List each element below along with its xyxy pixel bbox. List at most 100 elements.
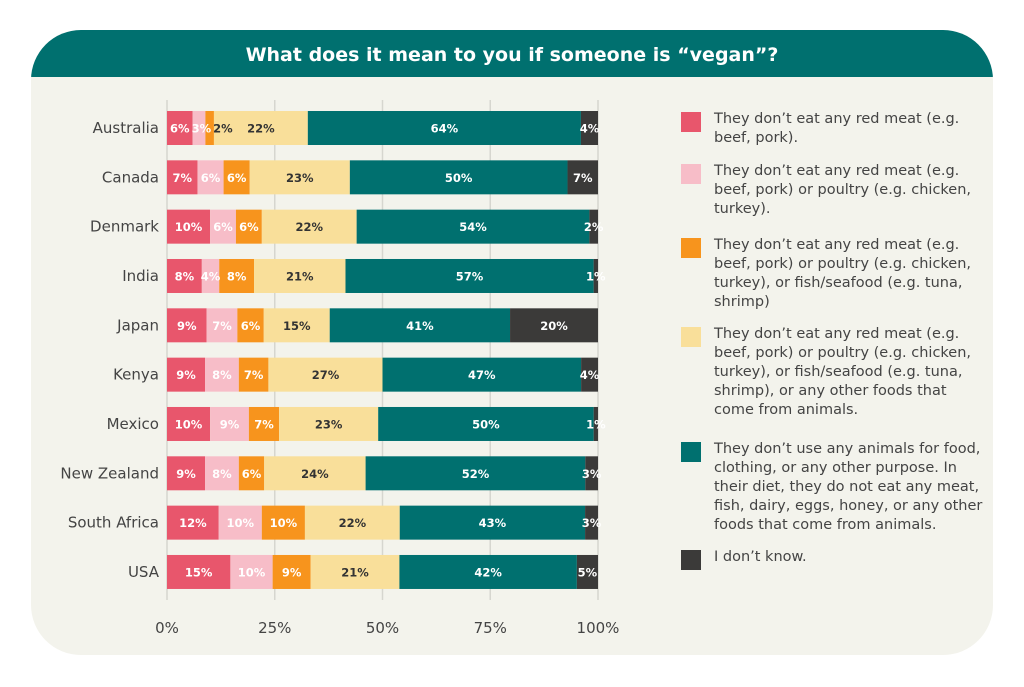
- bar-segment: [580, 111, 598, 145]
- bar-segment: [310, 554, 400, 589]
- bar-segment: [261, 505, 305, 540]
- data-label: 8%: [212, 368, 232, 382]
- data-label: 43%: [479, 516, 507, 530]
- bar-segment: [593, 258, 598, 293]
- data-label: 7%: [172, 171, 192, 185]
- category-label: Kenya: [113, 366, 159, 384]
- bar-segment: [581, 357, 598, 392]
- bar-segment: [167, 554, 231, 589]
- data-label: 3%: [582, 467, 602, 481]
- bar-segment: [167, 209, 211, 244]
- bar-segment: [307, 111, 581, 145]
- bar-segment: [167, 160, 198, 195]
- bar-segment: [237, 308, 264, 343]
- legend-swatch: [681, 112, 701, 132]
- x-tick-label: 100%: [577, 619, 620, 637]
- bar-segment: [263, 308, 330, 343]
- data-label: 23%: [286, 171, 314, 185]
- data-label: 10%: [238, 565, 266, 579]
- bar-segment: [167, 111, 193, 145]
- data-label: 20%: [540, 319, 568, 333]
- data-label: 7%: [244, 368, 264, 382]
- legend-label: They don’t eat any red meat (e.g. beef, …: [714, 326, 972, 418]
- legend-swatch: [681, 238, 701, 258]
- bar-segment: [329, 308, 511, 343]
- bar-segment: [254, 258, 346, 293]
- bar-segment: [205, 357, 239, 392]
- category-label: Australia: [93, 119, 159, 137]
- bar-segment: [585, 456, 598, 491]
- bar-segment: [567, 160, 598, 195]
- x-tick-label: 75%: [474, 619, 507, 637]
- category-label: Japan: [116, 316, 159, 334]
- bar-segment: [210, 209, 236, 244]
- bar-segment: [378, 406, 594, 441]
- bar-segment: [593, 406, 598, 441]
- stacked-bar-chart: 0% 25% 50% 75% 100%Australia 6% 3% 2% 22% 64% 4%Ca…: [60, 100, 620, 637]
- bar-segment: [167, 308, 207, 343]
- data-label: 6%: [239, 220, 259, 234]
- data-label: 9%: [176, 368, 196, 382]
- data-label: 50%: [472, 417, 500, 431]
- data-label: 47%: [468, 368, 496, 382]
- legend-label: They don’t use any animals for food, clo…: [714, 441, 983, 533]
- data-label: 6%: [170, 122, 190, 136]
- data-label: 54%: [459, 220, 487, 234]
- bar-segment: [167, 357, 206, 392]
- bar-segment: [167, 406, 211, 441]
- data-label: 4%: [580, 368, 600, 382]
- bar-segment: [272, 554, 311, 589]
- data-label: 10%: [227, 516, 255, 530]
- bar-segment: [230, 554, 273, 589]
- data-label: 21%: [341, 565, 369, 579]
- category-label: Denmark: [90, 218, 159, 236]
- category-label: India: [122, 267, 159, 285]
- category-label: USA: [128, 563, 160, 581]
- data-label: 22%: [247, 122, 275, 136]
- x-tick-label: 50%: [366, 619, 399, 637]
- legend-label: I don’t know.: [714, 549, 807, 565]
- category-label: South Africa: [68, 514, 159, 532]
- legend-label: They don’t eat any red meat (e.g. beef, …: [714, 237, 972, 310]
- chart-card: What does it mean to you if someone is “…: [31, 30, 993, 655]
- data-label: 8%: [227, 269, 247, 283]
- bar-segment: [238, 456, 265, 491]
- bar-segment: [585, 505, 598, 540]
- data-label: 7%: [212, 319, 232, 333]
- x-tick-label: 25%: [258, 619, 291, 637]
- data-label: 27%: [312, 368, 340, 382]
- data-label: 52%: [462, 467, 490, 481]
- data-label: 1%: [586, 417, 606, 431]
- bar-segment: [167, 456, 206, 491]
- data-label: 22%: [339, 516, 367, 530]
- data-label: 10%: [175, 417, 203, 431]
- bar-segment: [205, 456, 239, 491]
- data-label: 6%: [242, 467, 262, 481]
- bar-segment: [213, 111, 308, 145]
- bar-segment: [356, 209, 590, 244]
- bar-segment: [304, 505, 400, 540]
- data-label: 10%: [270, 516, 298, 530]
- data-label: 8%: [175, 269, 195, 283]
- bar-segment: [576, 554, 598, 589]
- data-label: 6%: [227, 171, 247, 185]
- data-label: 64%: [431, 122, 459, 136]
- data-label: 22%: [295, 220, 323, 234]
- legend-label: They don’t eat any red meat (e.g. beef, …: [714, 111, 960, 146]
- bar-segment: [261, 209, 357, 244]
- data-label: 7%: [254, 417, 274, 431]
- legend-label: They don’t eat any red meat (e.g. beef, …: [714, 163, 972, 217]
- data-label: 9%: [282, 565, 302, 579]
- bar-segment: [345, 258, 594, 293]
- data-label: 9%: [220, 417, 240, 431]
- data-label: 3%: [582, 516, 602, 530]
- bar-segment: [264, 456, 366, 491]
- bar-segment: [219, 258, 255, 293]
- category-label: Canada: [102, 168, 159, 186]
- data-label: 4%: [201, 269, 221, 283]
- data-label: 1%: [586, 269, 606, 283]
- data-label: 57%: [456, 269, 484, 283]
- data-label: 2%: [213, 122, 233, 136]
- data-label: 6%: [201, 171, 221, 185]
- data-label: 21%: [286, 269, 314, 283]
